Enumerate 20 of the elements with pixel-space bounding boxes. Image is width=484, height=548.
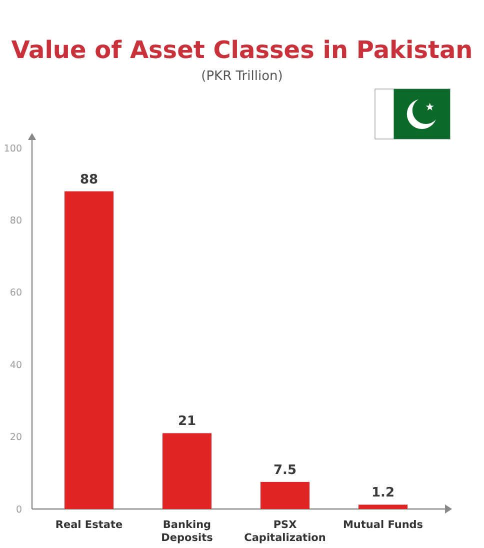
x-tick-label: Mutual Funds xyxy=(342,519,424,531)
data-label: 7.5 xyxy=(273,462,297,478)
x-tick-label: PSX Capitalization xyxy=(244,519,326,544)
bar xyxy=(64,191,114,509)
bar xyxy=(260,482,310,509)
y-tick-label: 100 xyxy=(4,143,22,154)
y-tick-label: 20 xyxy=(10,432,22,444)
y-tick-label: 0 xyxy=(16,504,22,516)
data-label: 21 xyxy=(178,414,196,430)
bar xyxy=(358,504,408,509)
chart-subtitle: (PKR Trillion) xyxy=(201,69,283,84)
data-label: 88 xyxy=(80,172,98,188)
bar xyxy=(162,433,212,509)
y-tick-label: 80 xyxy=(10,216,22,227)
y-tick-label: 60 xyxy=(10,288,22,299)
chart-title: Value of Asset Classes in Pakistan xyxy=(11,36,473,64)
x-tick-label: Banking Deposits xyxy=(161,519,213,544)
x-tick-label: Real Estate xyxy=(55,519,123,531)
data-label: 1.2 xyxy=(371,486,395,501)
y-tick-label: 40 xyxy=(10,360,22,371)
